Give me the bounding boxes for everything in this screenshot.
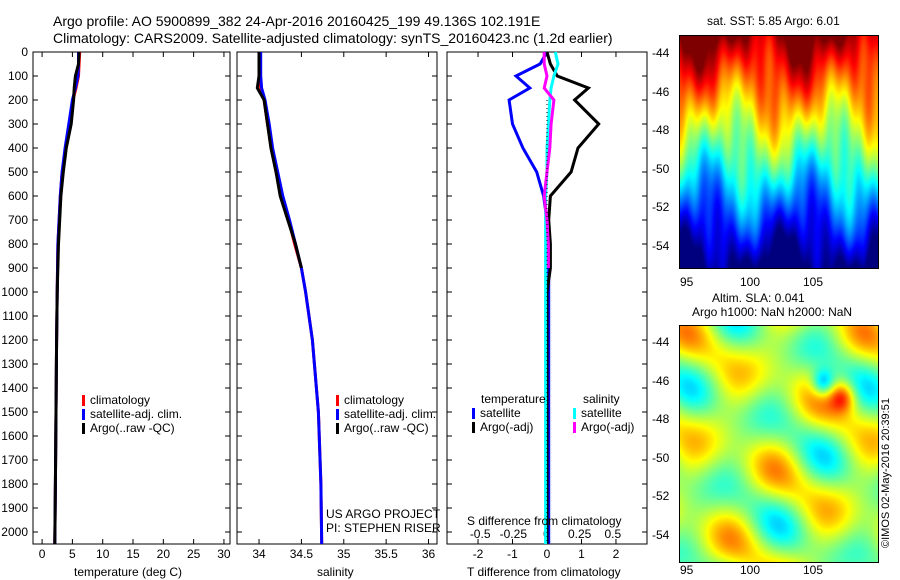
profile-line-t-satellite [507,51,551,544]
x-tick-label: 10 [96,547,110,561]
y-tick-label: 700 [8,213,28,227]
sst-lat-label: -48 [652,123,670,137]
y-tick-label: 300 [8,117,28,131]
x-tick-label: 34.5 [290,547,314,561]
y-tick-label: 1900 [1,501,28,515]
y-tick-label: 2000 [1,525,28,539]
x-tick-label: 34 [252,547,266,561]
sla-lon-label: 105 [803,563,824,577]
x2-tick-label: -0.25 [500,527,528,541]
legend-argo: Argo(..raw -QC) [82,421,175,435]
y-tick-label: 0 [21,45,28,59]
legend-climatology: climatology [82,393,150,407]
x-tick-label: 15 [126,547,140,561]
y-tick-label: 400 [8,141,28,155]
x-tick-label: 30 [217,547,231,561]
panel-frame [32,51,231,545]
legend3-s-argo: Argo(-adj) [573,420,634,434]
y-tick-label: 1600 [1,429,28,443]
y-tick-label: 1500 [1,405,28,419]
legend3-t-sat: satellite [472,406,521,420]
x-tick-label: 5 [69,547,76,561]
legend2-argo: Argo(..raw -QC) [336,421,429,435]
legend2-satellite: satellite-adj. clim. [336,407,436,421]
xlabel-sdiff: S difference from climatology [467,514,622,528]
sla-lat-label: -44 [652,335,670,349]
profile-line-argo [53,51,81,545]
sst-lon-label: 105 [803,275,824,289]
title-line2: Climatology: CARS2009. Satellite-adjuste… [53,30,613,46]
x-tick-label: 36 [422,547,436,561]
sla-lon-label: 100 [740,563,761,577]
x-tick-label: -1 [507,547,518,561]
legend3-salinity: salinity [583,392,620,406]
sst-lat-label: -52 [652,200,670,214]
y-tick-label: 200 [8,93,28,107]
sla-map-title2: Argo h1000: NaN h2000: NaN [692,305,853,319]
x-tick-label: 25 [187,547,201,561]
x-tick-label: -2 [473,547,484,561]
sla-map [679,325,879,563]
y-tick-label: 1000 [1,285,28,299]
sst-lon-label: 95 [680,275,694,289]
sla-map-title1: Altim. SLA: 0.041 [712,291,805,305]
y-tick-label: 1700 [1,453,28,467]
sla-lat-label: -52 [652,489,670,503]
x-tick-label: 2 [613,547,620,561]
y-tick-label: 600 [8,189,28,203]
xlabel-salinity: salinity [317,565,354,579]
sla-lon-label: 95 [680,563,694,577]
y-tick-label: 500 [8,165,28,179]
xlabel-temperature: temperature (deg C) [74,565,183,579]
profile-line-argo [255,52,303,269]
x-tick-label: 35 [337,547,351,561]
panel-frame [236,51,438,545]
sla-lat-label: -46 [652,373,670,388]
x2-tick-label: 0.25 [568,527,592,541]
x-tick-label: 35.5 [374,547,398,561]
sst-lat-label: -44 [652,46,670,60]
profile-line-satellite-adj-clim- [259,52,324,545]
sst-lon-label: 100 [740,275,761,289]
sst-lat-label: -46 [652,84,670,99]
title-line1: Argo profile: AO 5900899_382 24-Apr-2016… [53,13,541,29]
legend2-climatology: climatology [336,393,404,407]
sst-lat-label: -50 [652,161,670,176]
y-tick-label: 1300 [1,357,28,371]
sst-map-title: sat. SST: 5.85 Argo: 6.01 [707,14,840,28]
sla-lat-label: -48 [652,412,670,426]
y-tick-label: 1400 [1,381,28,395]
xlabel-tdiff: T difference from climatology [467,565,621,579]
sla-lat-label: -54 [652,527,670,542]
x-tick-label: 0 [39,547,46,561]
y-tick-label: 900 [8,261,28,275]
y-tick-label: 1200 [1,333,28,347]
x-tick-label: 1 [578,547,585,561]
legend3-temperature: temperature [481,392,546,406]
y-tick-label: 1100 [2,309,28,323]
profile-line-t-argo [545,51,601,544]
x-tick-label: 20 [157,547,171,561]
legend3-t-argo: Argo(-adj) [472,420,533,434]
sla-lat-label: -50 [652,450,670,465]
y-tick-label: 1800 [1,477,28,491]
x2-tick-label: -0.5 [470,527,491,541]
legend-satellite: satellite-adj. clim. [82,407,182,421]
x-tick-label: 0 [544,547,551,561]
imos-credit: ©IMOS 02-May-2016 20:39:51 [880,398,892,548]
project-pi: PI: STEPHEN RISER [326,521,441,535]
x2-tick-label: 0.5 [604,527,621,541]
legend3-s-sat: satellite [573,406,622,420]
y-tick-label: 800 [8,237,28,251]
sst-map [679,35,879,269]
project-name: US ARGO PROJECT [326,507,441,521]
y-tick-label: 100 [8,69,28,83]
sst-lat-label: -54 [652,238,670,253]
